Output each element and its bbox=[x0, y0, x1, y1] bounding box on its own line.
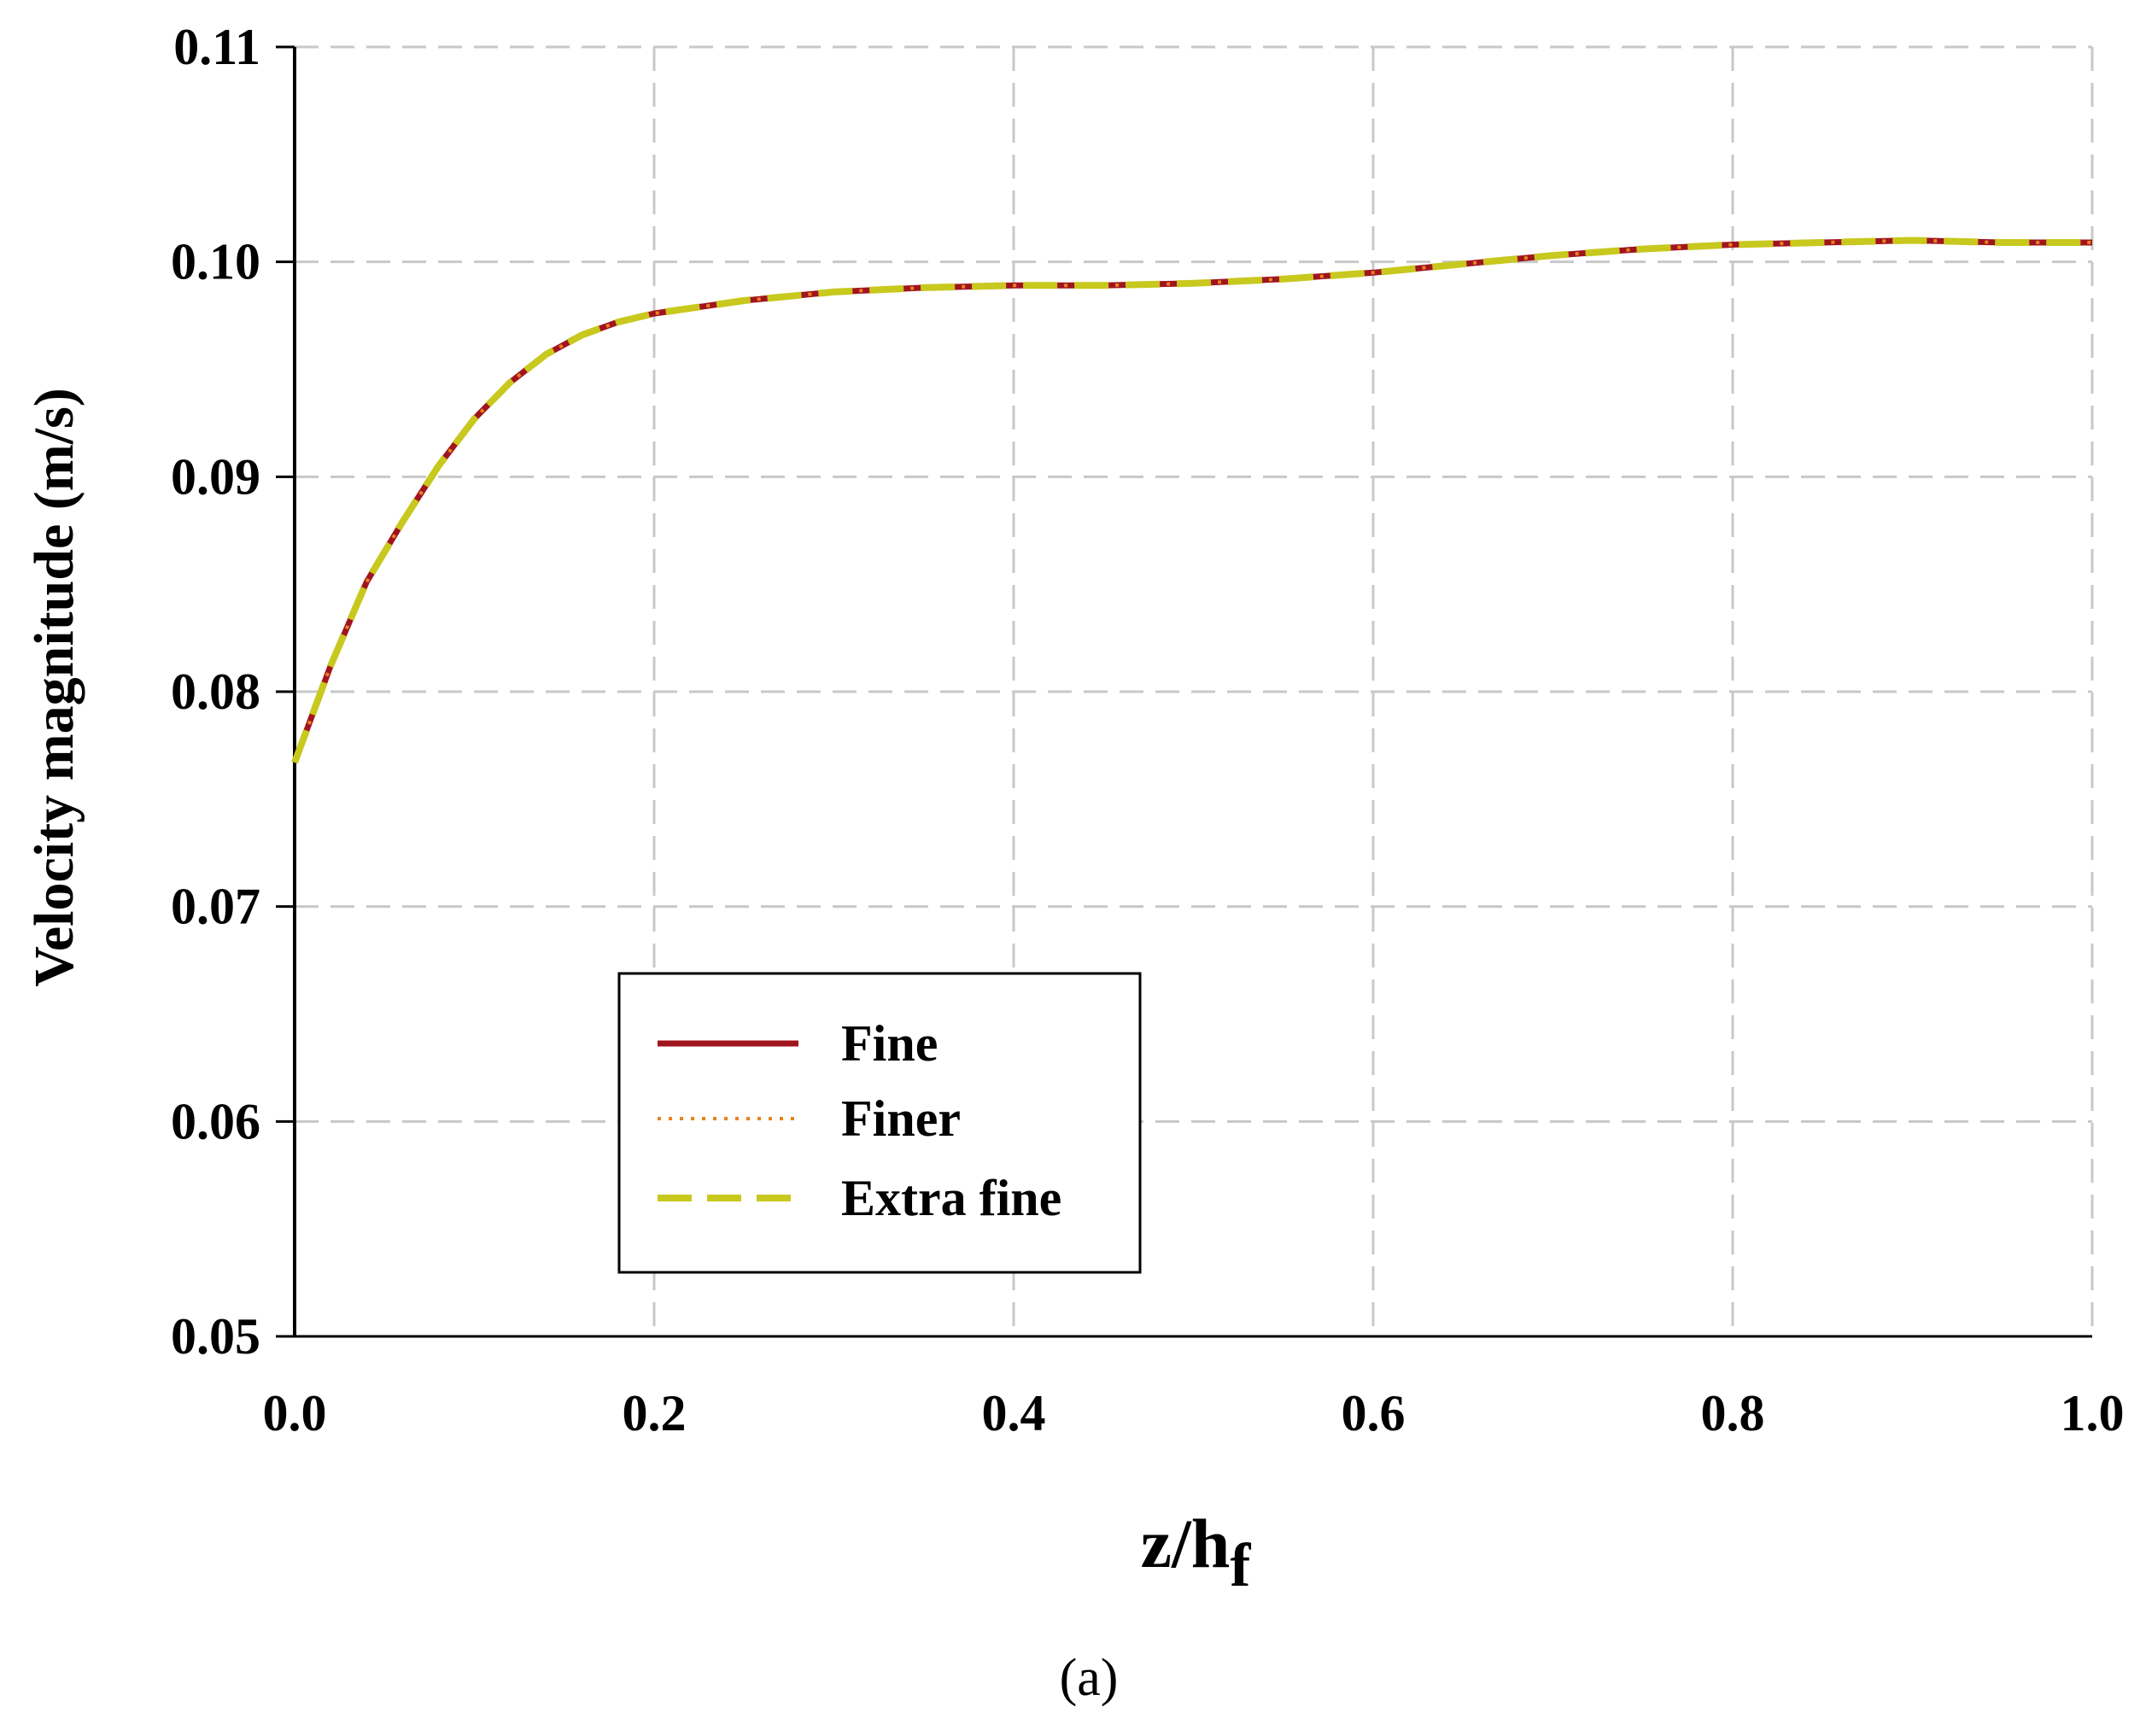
x-tick-label: 0.0 bbox=[263, 1385, 327, 1441]
series-line-extra-fine bbox=[291, 237, 2092, 764]
y-tick-label: 0.09 bbox=[171, 448, 260, 505]
y-tick-label: 0.07 bbox=[171, 879, 260, 935]
legend-box bbox=[617, 972, 1142, 1274]
y-tick-label: 0.05 bbox=[171, 1308, 260, 1365]
legend-label: Finer bbox=[841, 1090, 961, 1147]
x-tick-label: 0.8 bbox=[1701, 1385, 1765, 1441]
figure-caption: (a) bbox=[1060, 1649, 1119, 1707]
x-tick-label: 0.6 bbox=[1342, 1385, 1406, 1441]
legend-label: Extra fine bbox=[841, 1170, 1061, 1226]
x-tick-label: 0.4 bbox=[982, 1385, 1046, 1441]
x-tick-label: 0.2 bbox=[623, 1385, 687, 1441]
x-tick-label: 1.0 bbox=[2061, 1385, 2125, 1441]
y-tick-label: 0.11 bbox=[173, 19, 260, 75]
grid-lines bbox=[293, 45, 2094, 1338]
legend-label: Fine bbox=[841, 1015, 938, 1072]
y-tick-label: 0.08 bbox=[171, 663, 260, 720]
tick-labels: 0.05 0.06 0.07 0.08 0.09 0.10 0.11 0.0 0.2 0.4 0.6… bbox=[171, 19, 2125, 1441]
y-tick-label: 0.06 bbox=[171, 1093, 260, 1149]
axes bbox=[276, 45, 2092, 1338]
data-series bbox=[291, 237, 2093, 764]
x-axis-label: z/hf bbox=[1141, 1505, 1252, 1599]
y-tick-label: 0.10 bbox=[171, 234, 260, 290]
y-axis-label: Velocity magnitude (m/s) bbox=[23, 388, 85, 987]
x-axis-label-main: z/h bbox=[1141, 1505, 1231, 1582]
legend: Fine Finer Extra fine bbox=[617, 972, 1142, 1274]
x-axis-label-subscript: f bbox=[1230, 1531, 1251, 1599]
